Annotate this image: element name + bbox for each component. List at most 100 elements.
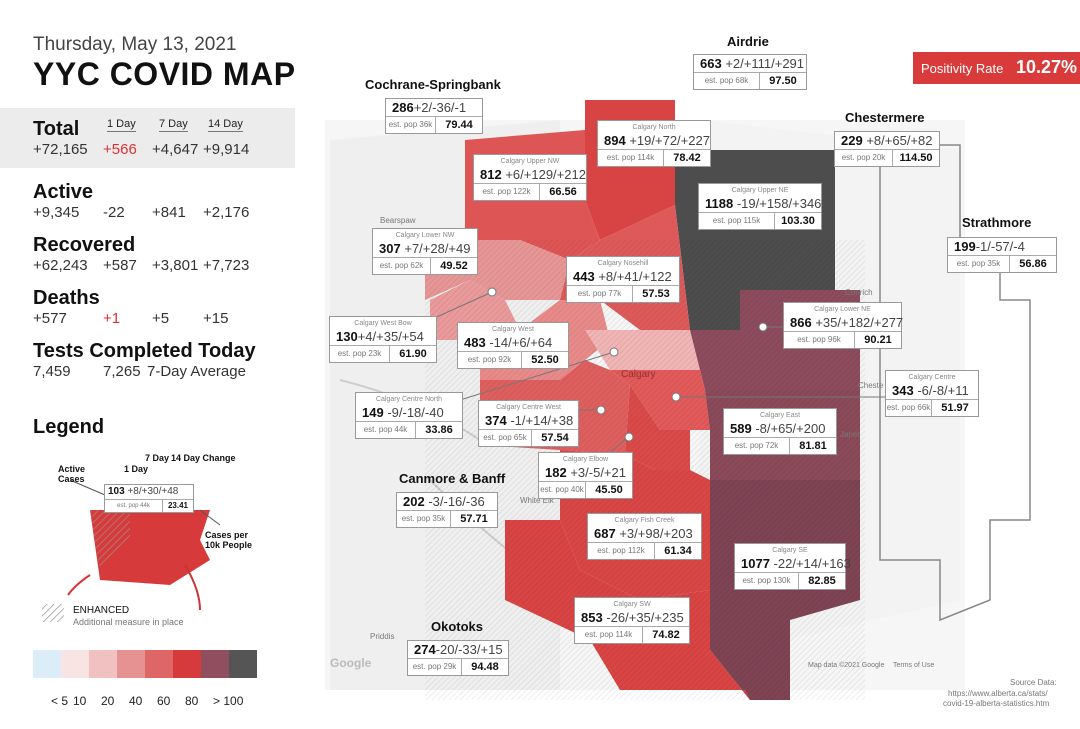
source-label: Source Data: [1010,678,1057,687]
card-pop: est. pop 114k [575,627,643,643]
scale-swatch [229,650,257,678]
card-calgary-west: Calgary West 483 -14/+6/+64 est. pop 92k… [457,322,569,369]
town-airdrie: Airdrie [727,34,769,49]
card-active: 149 [362,405,384,420]
page-title: YYC COVID MAP [33,56,296,92]
card-pop: est. pop 96k [784,332,855,348]
map-label-conrich: Conrich [845,288,873,297]
card-calgary-upper-ne: Calgary Upper NE 1188 -19/+158/+346 est.… [698,183,822,230]
card-calgary-north: Calgary North 894 +19/+72/+227 est. pop … [597,120,711,167]
map-label-janet: Janet [840,430,860,439]
card-active: 202 [403,494,425,509]
legend-enhanced-sub: Additional measure in place [73,617,184,627]
card-active: 663 [700,56,722,71]
card-name: Calgary Elbow [562,456,609,463]
total-1day: +566 [103,141,137,158]
map-terms[interactable]: Terms of Use [893,662,935,669]
card-pop: est. pop 35k [948,256,1010,272]
card-active: 443 [573,269,595,284]
source-url-2[interactable]: covid-19-alberta-statistics.htm [943,699,1050,708]
legend-title: Legend [33,416,105,438]
card-active: 687 [594,526,616,541]
scale-swatch [145,650,173,678]
card-rate: 51.97 [941,402,969,414]
card-name: Calgary West Bow [354,320,412,327]
card-pop: est. pop 40k [539,482,586,498]
col-14day: 14 Day [208,118,243,132]
card-name: Calgary Centre North [375,396,443,403]
card-changes: -6/-8/+11 [917,383,969,398]
card-pop: est. pop 77k [567,286,633,302]
card-rate: 66.56 [549,186,577,198]
scale-label: 80 [185,694,199,708]
card-name: Calgary SE [772,547,808,554]
card-active: 286 [392,100,414,115]
legend-sample-pop: est. pop 44k [105,500,163,512]
legend-active-cases: Active Cases [58,464,86,484]
card-calgary-centre: Calgary Centre 343 -6/-8/+11 est. pop 66… [885,370,979,417]
card-rate: 74.82 [652,629,680,641]
positivity-label: Positivity Rate [921,61,1004,76]
card-rate: 57.71 [460,513,488,525]
scale-swatch [61,650,89,678]
deaths-7day: +5 [152,310,170,327]
card-rate: 57.53 [642,288,670,300]
card-active: 229 [841,133,863,148]
map-label-bearspaw: Bearspaw [380,216,416,225]
total-7day: +4,647 [152,141,199,158]
card-pop: est. pop 20k [835,150,893,166]
legend-sample-card: 103 +8/+30/+48 est. pop 44k 23.41 [104,484,194,513]
scale-swatch [89,650,117,678]
card-changes: +3/+98/+203 [619,526,693,541]
card-rate: 52.50 [531,354,559,366]
map-label-cheste: Cheste [858,381,884,390]
card-calgary-lower-nw: Calgary Lower NW 307 +7/+28/+49 est. pop… [372,228,478,275]
card-pop: est. pop 72k [724,438,790,454]
deaths-14day: +15 [203,310,229,327]
legend-14day: 14 Day Change [171,453,236,463]
card-pop: est. pop 36k [386,117,436,133]
card-rate: 81.81 [799,440,827,452]
card-name: Calgary Upper NE [731,187,789,194]
recovered-14day: +7,723 [203,257,250,274]
deaths-value: +577 [33,310,67,327]
card-pop: est. pop 114k [598,150,664,166]
scale-label: 60 [157,694,171,708]
legend-cases-per: Cases per 10k People [205,530,253,550]
card-calgary-east: Calgary East 589 -8/+65/+200 est. pop 72… [723,408,837,455]
card-changes: -14/+6/+64 [489,335,553,350]
legend-sample-changes: +8/+30/+48 [127,486,179,497]
card-rate: 103.30 [781,215,815,227]
map-attribution: Map data ©2021 Google [808,662,885,669]
card-active: 812 [480,167,502,182]
scale-swatch [33,650,61,678]
card-name: Calgary Centre West [496,404,561,411]
tests-avg-value: 7,265 [103,363,141,380]
tests-label: Tests Completed Today [33,340,256,362]
card-pop: est. pop 62k [373,258,431,274]
card-rate: 56.86 [1019,258,1047,270]
card-rate: 114.50 [899,152,933,164]
card-rate: 79.44 [445,119,473,131]
total-value: +72,165 [33,141,88,158]
card-name: Calgary Fish Creek [614,517,675,524]
card-name: Calgary North [632,124,676,131]
card-chestermere: 229 +8/+65/+82 est. pop 20k 114.50 [834,131,940,167]
scale-label: 40 [129,694,143,708]
scale-label: > 100 [213,694,244,708]
legend-diagram [42,479,221,622]
card-rate: 61.34 [664,545,692,557]
card-changes: -8/+65/+200 [755,421,826,436]
card-cochrane: 286+2/-36/-1 est. pop 36k 79.44 [385,98,483,134]
card-calgary-centre-north: Calgary Centre North 149 -9/-18/-40 est.… [355,392,463,439]
source-url-1[interactable]: https://www.alberta.ca/stats/ [948,689,1048,698]
card-pop: est. pop 23k [330,346,390,362]
card-pop: est. pop 112k [588,543,655,559]
card-rate: 61.90 [399,348,427,360]
active-14day: +2,176 [203,204,250,221]
legend-enhanced: ENHANCED [73,605,130,616]
total-summary-box [0,108,295,168]
scale-swatch [117,650,145,678]
card-active: 130 [336,329,358,344]
card-pop: est. pop 68k [694,73,760,89]
